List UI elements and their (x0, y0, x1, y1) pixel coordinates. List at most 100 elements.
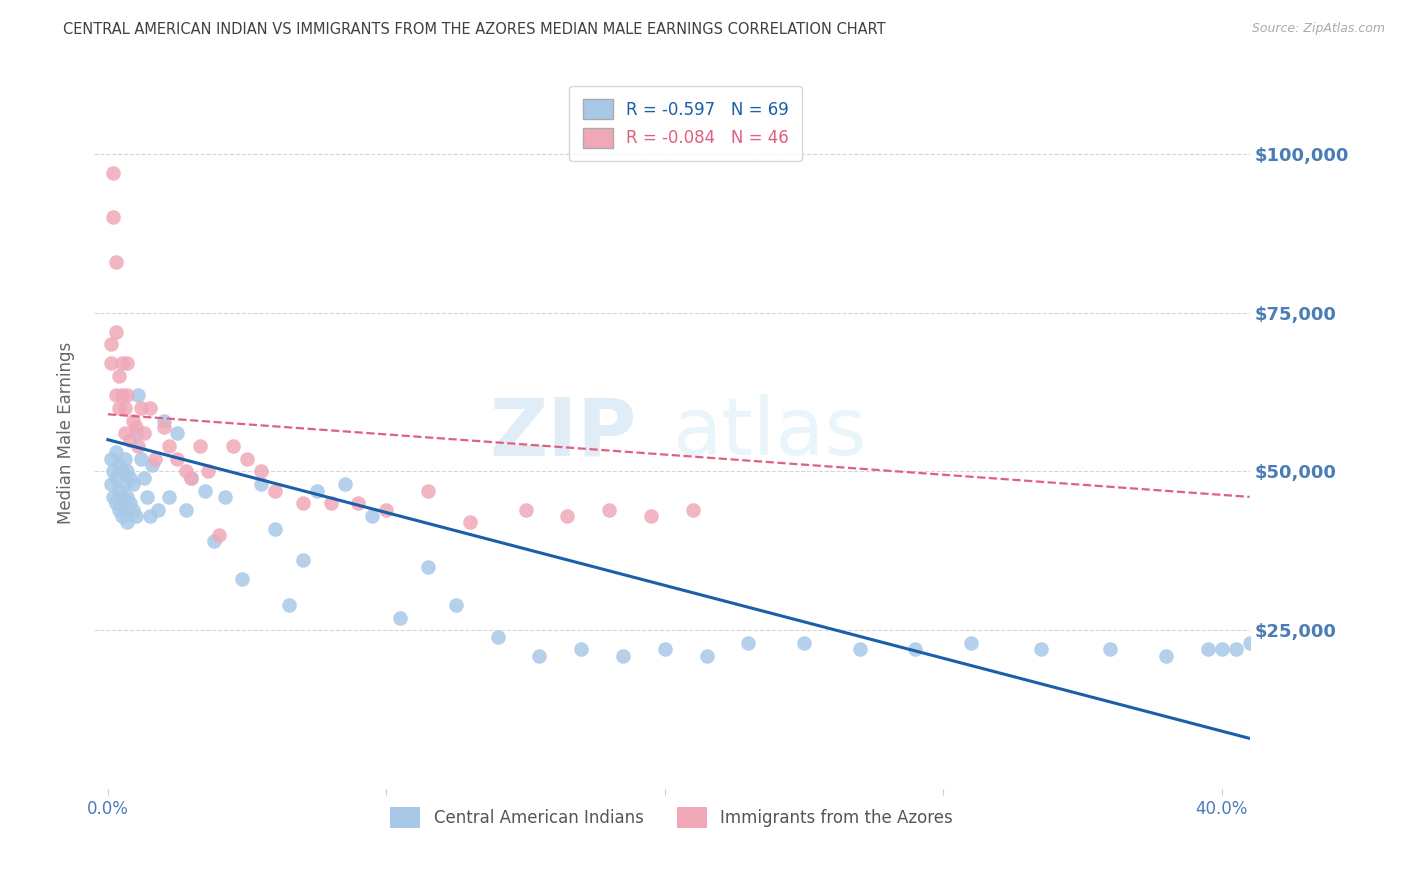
Point (114, 451, 136, 466)
Point (250, 477, 273, 491)
Point (105, 388, 128, 402)
Legend: Central American Indians, Immigrants from the Azores: Central American Indians, Immigrants fro… (384, 801, 960, 834)
Point (111, 465, 134, 479)
Point (103, 465, 125, 479)
Point (111, 388, 134, 402)
Point (108, 369, 131, 384)
Point (125, 426, 148, 441)
Point (319, 496, 342, 510)
Point (114, 502, 136, 516)
Point (122, 477, 145, 491)
Point (108, 502, 131, 516)
Point (117, 356, 139, 370)
Point (557, 508, 579, 523)
Point (640, 508, 662, 523)
Point (108, 401, 131, 415)
Point (105, 471, 128, 485)
Point (333, 477, 356, 491)
Point (100, 451, 122, 466)
Point (111, 508, 134, 523)
Point (598, 502, 620, 516)
Point (111, 490, 134, 504)
Point (114, 401, 136, 415)
Point (208, 528, 231, 542)
Point (569, 642, 592, 657)
Point (103, 490, 125, 504)
Point (960, 636, 983, 650)
Point (202, 534, 225, 549)
Point (529, 648, 551, 663)
Point (305, 483, 328, 498)
Point (129, 401, 152, 415)
Point (108, 483, 131, 498)
Point (222, 439, 245, 453)
Point (120, 471, 142, 485)
Point (166, 451, 188, 466)
Point (361, 508, 384, 523)
Point (654, 642, 676, 657)
Point (375, 502, 398, 516)
Point (117, 490, 139, 504)
Text: ZIP: ZIP (489, 394, 637, 473)
Point (1239, 636, 1261, 650)
Point (848, 642, 870, 657)
Point (389, 610, 412, 624)
Point (682, 502, 704, 516)
Y-axis label: Median Male Earnings: Median Male Earnings (58, 343, 75, 524)
Point (132, 426, 155, 441)
Point (103, 211, 125, 225)
Point (157, 490, 180, 504)
Point (141, 458, 163, 472)
Point (122, 502, 145, 516)
Point (100, 356, 122, 370)
Point (152, 420, 174, 434)
Point (117, 465, 139, 479)
Point (111, 356, 134, 370)
Point (793, 636, 815, 650)
Text: Source: ZipAtlas.com: Source: ZipAtlas.com (1251, 22, 1385, 36)
Point (120, 433, 142, 447)
Point (117, 388, 139, 402)
Point (127, 388, 149, 402)
Point (1197, 642, 1219, 657)
Point (180, 471, 202, 485)
Point (105, 325, 128, 339)
Point (416, 483, 439, 498)
Point (194, 483, 217, 498)
Text: CENTRAL AMERICAN INDIAN VS IMMIGRANTS FROM THE AZORES MEDIAN MALE EARNINGS CORRE: CENTRAL AMERICAN INDIAN VS IMMIGRANTS FR… (63, 22, 886, 37)
Point (197, 465, 219, 479)
Point (105, 496, 128, 510)
Point (105, 254, 128, 268)
Point (250, 465, 273, 479)
Point (188, 439, 211, 453)
Point (174, 502, 197, 516)
Point (103, 166, 125, 180)
Point (146, 502, 169, 516)
Point (166, 426, 188, 441)
Point (458, 516, 481, 530)
Point (120, 496, 142, 510)
Point (100, 477, 122, 491)
Point (152, 414, 174, 428)
Point (486, 630, 509, 644)
Point (174, 465, 197, 479)
Point (231, 573, 253, 587)
Point (277, 598, 299, 612)
Point (138, 401, 160, 415)
Point (100, 337, 122, 351)
Point (236, 451, 259, 466)
Point (264, 483, 287, 498)
Point (291, 553, 314, 567)
Point (157, 439, 180, 453)
Point (129, 451, 152, 466)
Point (1225, 642, 1247, 657)
Point (1099, 642, 1122, 657)
Point (264, 522, 287, 536)
Point (1154, 648, 1177, 663)
Point (135, 490, 157, 504)
Point (612, 648, 634, 663)
Point (127, 439, 149, 453)
Point (904, 642, 927, 657)
Point (444, 598, 467, 612)
Point (132, 471, 155, 485)
